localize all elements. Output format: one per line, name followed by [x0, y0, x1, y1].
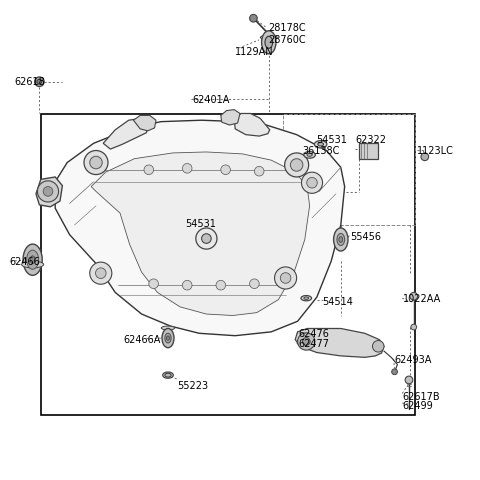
Ellipse shape: [163, 372, 173, 378]
Circle shape: [182, 164, 192, 174]
Ellipse shape: [339, 237, 343, 243]
Circle shape: [405, 376, 413, 384]
Text: 62466A: 62466A: [124, 334, 161, 344]
Text: 62401A: 62401A: [192, 95, 229, 104]
Text: 36138C: 36138C: [302, 146, 340, 156]
Circle shape: [290, 159, 303, 172]
Circle shape: [144, 166, 154, 175]
Circle shape: [202, 234, 211, 244]
Text: 28760C: 28760C: [268, 36, 305, 45]
Bar: [283, 115, 415, 226]
Circle shape: [254, 167, 264, 177]
Polygon shape: [55, 121, 345, 336]
Ellipse shape: [334, 228, 348, 252]
Ellipse shape: [337, 234, 345, 246]
Circle shape: [90, 157, 102, 169]
Ellipse shape: [265, 37, 273, 49]
Ellipse shape: [165, 373, 171, 377]
Circle shape: [149, 279, 158, 289]
Polygon shape: [221, 110, 240, 126]
Circle shape: [392, 369, 397, 375]
Text: 62466: 62466: [10, 257, 40, 266]
Circle shape: [84, 151, 108, 175]
Ellipse shape: [318, 144, 324, 147]
Circle shape: [302, 338, 310, 346]
Ellipse shape: [22, 262, 44, 268]
Circle shape: [221, 166, 230, 175]
Polygon shape: [91, 153, 310, 316]
Text: 54531: 54531: [316, 135, 347, 145]
Circle shape: [410, 293, 418, 300]
Circle shape: [307, 178, 317, 189]
Ellipse shape: [161, 326, 175, 330]
Text: 62618: 62618: [14, 77, 45, 86]
Text: 1123LC: 1123LC: [417, 146, 454, 156]
Circle shape: [43, 187, 53, 197]
Circle shape: [301, 173, 323, 194]
Ellipse shape: [162, 329, 174, 348]
Ellipse shape: [167, 336, 169, 341]
Circle shape: [37, 181, 59, 203]
Circle shape: [182, 281, 192, 290]
Text: 54531: 54531: [185, 218, 216, 228]
Circle shape: [298, 333, 315, 350]
Circle shape: [280, 273, 291, 284]
Circle shape: [35, 78, 44, 87]
Circle shape: [421, 154, 429, 161]
Circle shape: [250, 279, 259, 289]
Polygon shape: [295, 329, 384, 358]
Polygon shape: [234, 114, 270, 137]
Text: 62493A: 62493A: [395, 354, 432, 364]
Text: 1129AN: 1129AN: [235, 47, 274, 57]
Circle shape: [285, 154, 309, 178]
Circle shape: [196, 228, 217, 250]
Ellipse shape: [304, 152, 315, 159]
Circle shape: [250, 15, 257, 23]
Polygon shape: [36, 178, 62, 207]
Polygon shape: [103, 119, 149, 150]
Ellipse shape: [301, 296, 312, 301]
Circle shape: [372, 341, 384, 352]
Circle shape: [90, 263, 112, 285]
Text: 62499: 62499: [402, 400, 433, 410]
Text: 62322: 62322: [355, 135, 386, 145]
Text: 54514: 54514: [323, 297, 353, 306]
Text: 62477: 62477: [299, 339, 330, 348]
Text: 55456: 55456: [350, 231, 382, 241]
Text: 62617B: 62617B: [402, 391, 440, 401]
Text: 55223: 55223: [178, 380, 209, 390]
Ellipse shape: [304, 298, 309, 300]
Bar: [359, 144, 378, 159]
Text: 1022AA: 1022AA: [403, 294, 442, 303]
Ellipse shape: [307, 154, 312, 157]
Circle shape: [216, 281, 226, 290]
Ellipse shape: [262, 32, 276, 55]
Circle shape: [275, 267, 297, 289]
Ellipse shape: [314, 142, 327, 149]
Ellipse shape: [165, 334, 171, 343]
Ellipse shape: [30, 256, 35, 264]
Text: 28178C: 28178C: [268, 23, 305, 33]
Circle shape: [411, 324, 417, 330]
Circle shape: [37, 80, 42, 85]
Text: 62476: 62476: [299, 329, 329, 338]
Ellipse shape: [261, 36, 277, 41]
Ellipse shape: [23, 245, 42, 276]
Ellipse shape: [27, 251, 38, 270]
Bar: [41, 115, 415, 415]
Circle shape: [96, 268, 106, 279]
Polygon shape: [133, 116, 156, 132]
